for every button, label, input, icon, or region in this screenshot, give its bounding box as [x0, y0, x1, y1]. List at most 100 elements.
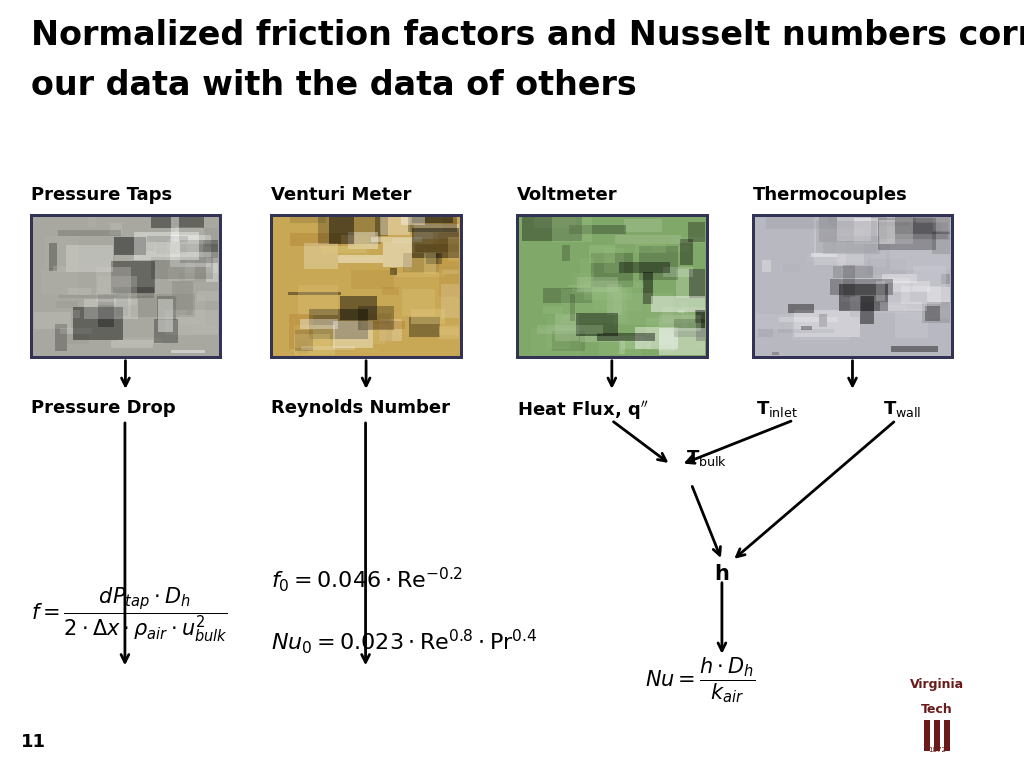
- Bar: [839, 284, 888, 311]
- Bar: [295, 330, 313, 351]
- Bar: [152, 217, 204, 228]
- Bar: [366, 314, 390, 323]
- Bar: [206, 258, 218, 282]
- Bar: [117, 337, 163, 344]
- Bar: [372, 237, 422, 243]
- Bar: [603, 248, 625, 273]
- Bar: [893, 281, 930, 292]
- Bar: [779, 316, 838, 322]
- Bar: [624, 219, 662, 232]
- Bar: [639, 246, 678, 280]
- Text: 11: 11: [20, 733, 45, 751]
- Bar: [329, 217, 353, 244]
- Bar: [517, 215, 707, 357]
- Bar: [891, 346, 938, 353]
- Bar: [535, 217, 577, 228]
- Bar: [552, 217, 592, 242]
- Bar: [443, 219, 458, 233]
- Bar: [621, 340, 651, 349]
- Bar: [658, 345, 677, 352]
- Text: Reynolds Number: Reynolds Number: [271, 399, 451, 417]
- Bar: [333, 320, 373, 348]
- Bar: [98, 276, 137, 305]
- Bar: [171, 217, 179, 242]
- Bar: [678, 310, 684, 313]
- Text: Venturi Meter: Venturi Meter: [271, 186, 412, 204]
- Bar: [374, 329, 386, 343]
- Bar: [380, 217, 410, 234]
- Bar: [592, 253, 633, 287]
- Bar: [60, 328, 92, 334]
- Bar: [73, 306, 123, 340]
- Bar: [426, 253, 441, 264]
- Bar: [569, 294, 574, 321]
- Bar: [922, 302, 950, 323]
- Bar: [580, 258, 594, 290]
- Bar: [98, 293, 114, 327]
- Bar: [676, 270, 705, 298]
- Bar: [652, 247, 688, 252]
- Bar: [55, 324, 67, 352]
- Bar: [879, 223, 910, 226]
- Bar: [53, 266, 104, 272]
- Bar: [154, 270, 160, 289]
- Bar: [941, 274, 950, 283]
- Bar: [759, 329, 773, 337]
- Bar: [841, 279, 910, 303]
- Bar: [632, 283, 644, 288]
- Bar: [90, 287, 104, 296]
- Bar: [577, 313, 617, 336]
- Bar: [695, 310, 705, 323]
- Text: 1872: 1872: [928, 746, 946, 753]
- Bar: [167, 239, 202, 267]
- Bar: [871, 251, 887, 266]
- Bar: [111, 223, 122, 235]
- Bar: [646, 318, 674, 350]
- Text: Tech: Tech: [921, 703, 953, 716]
- Text: $\mathbf{T}_{\mathrm{bulk}}$: $\mathbf{T}_{\mathrm{bulk}}$: [686, 449, 727, 468]
- Bar: [755, 314, 811, 329]
- Bar: [34, 313, 71, 329]
- Bar: [879, 222, 948, 240]
- Bar: [31, 215, 220, 357]
- Bar: [681, 301, 687, 328]
- Bar: [347, 232, 378, 249]
- Bar: [882, 273, 916, 283]
- Bar: [795, 310, 860, 337]
- Bar: [613, 293, 673, 326]
- Bar: [783, 264, 800, 273]
- Bar: [441, 283, 459, 318]
- Bar: [562, 245, 570, 261]
- Bar: [913, 266, 946, 290]
- Bar: [402, 253, 439, 272]
- Bar: [664, 266, 693, 277]
- Bar: [340, 296, 377, 319]
- Bar: [572, 273, 594, 294]
- Bar: [577, 277, 617, 292]
- Bar: [844, 265, 855, 296]
- Bar: [834, 266, 872, 278]
- Bar: [116, 253, 141, 260]
- Bar: [547, 316, 570, 349]
- Bar: [416, 244, 459, 252]
- Bar: [618, 339, 625, 354]
- Bar: [415, 245, 458, 253]
- Bar: [41, 270, 78, 294]
- Bar: [304, 243, 338, 270]
- Bar: [67, 245, 113, 272]
- Bar: [411, 309, 444, 324]
- Bar: [309, 309, 369, 339]
- Bar: [807, 253, 869, 263]
- Bar: [555, 314, 580, 341]
- Bar: [659, 315, 701, 330]
- Bar: [84, 299, 138, 319]
- Bar: [88, 217, 95, 227]
- Bar: [944, 720, 950, 751]
- Bar: [412, 227, 459, 258]
- Bar: [294, 325, 335, 355]
- Bar: [289, 292, 341, 295]
- Bar: [322, 246, 367, 253]
- Bar: [900, 286, 940, 304]
- Bar: [850, 296, 861, 317]
- Bar: [68, 333, 89, 343]
